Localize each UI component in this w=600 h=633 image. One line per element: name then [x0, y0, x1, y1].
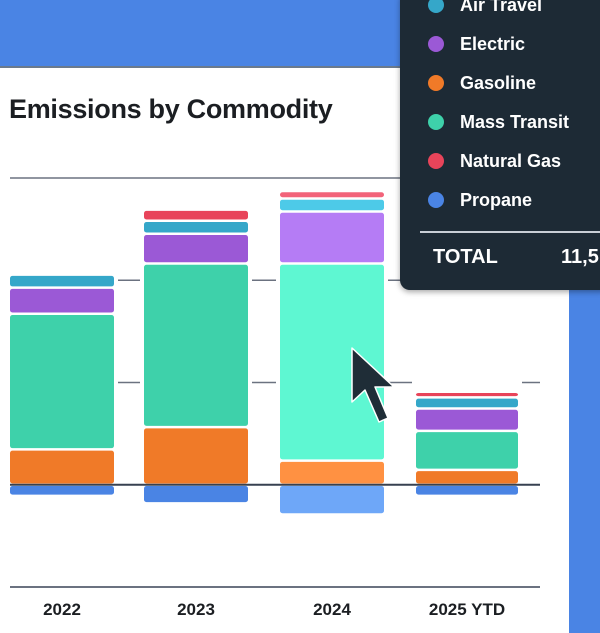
bar-segment-natural-gas: [144, 210, 248, 220]
legend-color-dot: [428, 0, 444, 13]
bar-segment-electric: [10, 288, 114, 313]
bar-segment-gasoline: [10, 450, 114, 484]
mouse-pointer-icon: [351, 347, 395, 423]
bar-segment-mass-transit: [144, 264, 248, 426]
chart-tooltip: TOTAL 11,5 Air Travel Electric Gasoline Mas…: [400, 0, 600, 290]
x-tick-label: 2025 YTD: [429, 600, 505, 619]
tooltip-total-label: TOTAL: [433, 246, 498, 268]
legend-item-mass-transit: Mass Transit: [428, 109, 569, 135]
bar-segment-propane: [10, 486, 114, 495]
legend-label: Propane: [460, 189, 533, 210]
legend-item-air-travel: Air Travel: [428, 0, 542, 18]
bar-segment-gasoline: [144, 428, 248, 484]
bar-segment-air-travel: [280, 199, 384, 211]
legend-color-dot: [428, 153, 444, 169]
tooltip-total-value: 11,5: [561, 246, 599, 268]
bar-segment-electric: [280, 212, 384, 263]
side-panel-edge: [569, 290, 600, 633]
x-tick-label: 2024: [313, 600, 351, 619]
bar-segment-electric: [416, 409, 518, 430]
legend-color-dot: [428, 36, 444, 52]
bar-segment-propane: [280, 486, 384, 514]
x-tick-label: 2022: [43, 600, 81, 619]
bar-segment-mass-transit: [280, 264, 384, 460]
legend-item-natural-gas: Natural Gas: [428, 148, 561, 174]
bar-segment-air-travel: [416, 398, 518, 408]
legend-color-dot: [428, 192, 444, 208]
bar-segment-propane: [144, 486, 248, 503]
bar-segment-gasoline: [416, 471, 518, 484]
legend-label: Gasoline: [460, 72, 537, 93]
legend-color-dot: [428, 75, 444, 91]
legend-label: Air Travel: [460, 0, 543, 15]
bar-segment-electric: [144, 235, 248, 263]
legend-color-dot: [428, 114, 444, 130]
legend-item-gasoline: Gasoline: [428, 70, 536, 96]
legend-item-electric: Electric: [428, 31, 525, 57]
bar-segment-natural-gas: [280, 192, 384, 198]
bar-segment-natural-gas: [416, 393, 518, 397]
legend-label: Electric: [460, 33, 526, 54]
legend-label: Mass Transit: [460, 111, 570, 132]
bar-segment-air-travel: [144, 222, 248, 233]
legend-item-propane: Propane: [428, 187, 532, 213]
x-tick-label: 2023: [177, 600, 215, 619]
bar-segment-mass-transit: [10, 314, 114, 449]
chart-title: Emissions by Commodity: [9, 94, 333, 124]
bar-segment-propane: [416, 486, 518, 495]
legend-label: Natural Gas: [460, 150, 562, 171]
bar-segment-gasoline: [280, 461, 384, 484]
tooltip-divider: [420, 231, 600, 233]
bar-segment-mass-transit: [416, 432, 518, 469]
bar-segment-air-travel: [10, 275, 114, 287]
